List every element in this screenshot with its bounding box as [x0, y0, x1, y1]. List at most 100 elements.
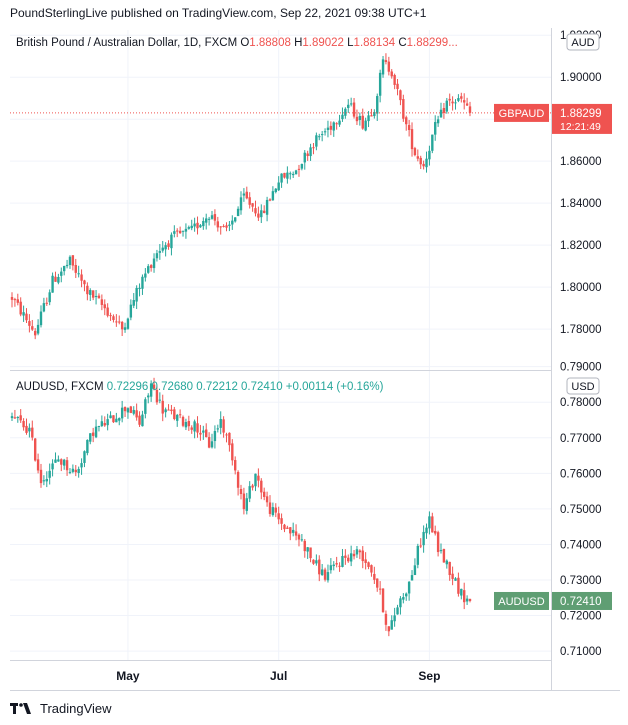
audusd-candle-body [115, 418, 118, 423]
audusd-candle-body [468, 598, 472, 601]
audusd-candle-body [399, 598, 402, 608]
audusd-candle-body [118, 418, 121, 421]
audusd-candle-body [178, 414, 182, 416]
audusd-candle-body [451, 573, 454, 579]
gbpaud-candle-body [434, 122, 437, 135]
audusd-candle-body [283, 524, 286, 530]
audusd-candle-body [422, 531, 425, 546]
audusd-candle-body [141, 414, 144, 427]
audusd-candle-body [320, 569, 324, 576]
gbpaud-candle-body [294, 170, 298, 175]
gbpaud-candle-body [378, 72, 382, 96]
audusd-candle-body [428, 516, 431, 529]
audusd-y-tick-label: 0.77000 [560, 433, 602, 445]
gbpaud-candle-body [326, 127, 330, 131]
gbpaud-candle-body [254, 208, 257, 214]
gbpaud-candle-body [399, 90, 402, 101]
gbpaud-candle-body [45, 302, 48, 304]
gbpaud-candle-body [390, 71, 393, 77]
audusd-candle-body [147, 395, 150, 398]
gbpaud-candle-body [158, 251, 162, 253]
gbpaud-candle-body [451, 101, 454, 104]
audusd-candle-body [176, 414, 179, 421]
gbpaud-candle-body [190, 225, 193, 229]
audusd-candle-body [129, 406, 133, 413]
gbpaud-candle-body [138, 287, 141, 290]
audusd-candle-body [22, 421, 25, 428]
audusd-candle-body [239, 488, 243, 495]
audusd-candle-body [378, 588, 382, 590]
x-tick-label-may: May [116, 669, 140, 683]
gbpaud-candle-body [54, 276, 57, 282]
audusd-candle-body [54, 459, 57, 463]
audusd-y-tick-label: 0.76000 [560, 468, 602, 480]
gbpaud-y-tick-label: 1.86000 [560, 156, 602, 168]
audusd-candle-body [300, 539, 304, 541]
audusd-y-tick-label: 0.71000 [560, 646, 602, 658]
gbpaud-y-tick-label: 1.90000 [560, 72, 602, 84]
gbpaud-candle-body [465, 103, 469, 106]
gbpaud-candle-body [320, 134, 324, 136]
x-tick-label-jul: Jul [270, 669, 287, 683]
gbpaud-candle-body [170, 234, 173, 249]
gbpaud-candle-body [425, 158, 428, 168]
audusd-candle-body [268, 502, 272, 514]
audusd-candle-body [199, 432, 202, 435]
gbpaud-candle-body [94, 295, 98, 297]
audusd-candle-body [347, 557, 350, 562]
audusd-candle-body [83, 451, 86, 463]
gbpaud-symbol-badge [494, 103, 549, 122]
gbpaud-candle-body [280, 173, 283, 183]
gbpaud-candle-body [373, 111, 376, 117]
audusd-candle-body [364, 559, 367, 563]
audusd-candle-body [190, 427, 193, 430]
gbpaud-candle-body [42, 303, 46, 312]
gbpaud-candle-body [51, 275, 54, 293]
audusd-candle-body [149, 383, 153, 397]
gbpaud-candle-body [106, 307, 109, 316]
gbpaud-candle-body [103, 304, 106, 309]
audusd-candle-body [155, 390, 159, 403]
audusd-candle-body [271, 507, 275, 516]
audusd-candle-body [358, 550, 362, 553]
gbpaud-candle-body [176, 230, 179, 232]
gbpaud-candle-body [109, 315, 112, 317]
gbpaud-candle-body [22, 312, 25, 316]
audusd-candle-body [187, 421, 191, 427]
gbpaud-candle-body [112, 316, 115, 320]
audusd-candle-body [205, 429, 208, 438]
gbpaud-candle-body [97, 295, 101, 299]
gbpaud-candle-body [286, 172, 289, 179]
audusd-candle-body [323, 569, 327, 580]
audusd-candle-body [396, 607, 399, 615]
gbpaud-candle-body [251, 203, 254, 207]
audusd-candle-body [112, 415, 115, 423]
audusd-candle-body [448, 561, 451, 576]
audusd-candle-body [254, 473, 257, 487]
gbpaud-candle-body [413, 148, 417, 156]
audusd-candle-body [251, 485, 254, 488]
gbpaud-candle-body [144, 273, 147, 278]
gbpaud-candle-body [271, 191, 275, 201]
audusd-candle-body [97, 426, 101, 428]
audusd-candle-body [80, 463, 83, 468]
gbpaud-y-tick-label: 1.80000 [560, 282, 602, 294]
audusd-candle-body [207, 437, 211, 448]
audusd-candle-body [45, 478, 48, 482]
gbpaud-candle-body [205, 218, 208, 223]
audusd-candle-body [355, 549, 359, 555]
audusd-candle-body [387, 626, 391, 632]
audusd-candle-body [367, 562, 370, 567]
gbpaud-candle-body [118, 321, 121, 323]
gbpaud-candle-body [277, 182, 280, 191]
gbpaud-candle-body [303, 152, 306, 163]
gbpaud-candle-body [19, 301, 22, 315]
gbpaud-currency-badge [566, 33, 600, 51]
audusd-candle-body [25, 425, 28, 433]
audusd-candle-body [373, 573, 376, 580]
audusd-candle-body [86, 439, 89, 454]
audusd-candle-body [402, 597, 405, 600]
gbpaud-candle-body [48, 292, 51, 303]
audusd-candle-body [10, 416, 14, 419]
